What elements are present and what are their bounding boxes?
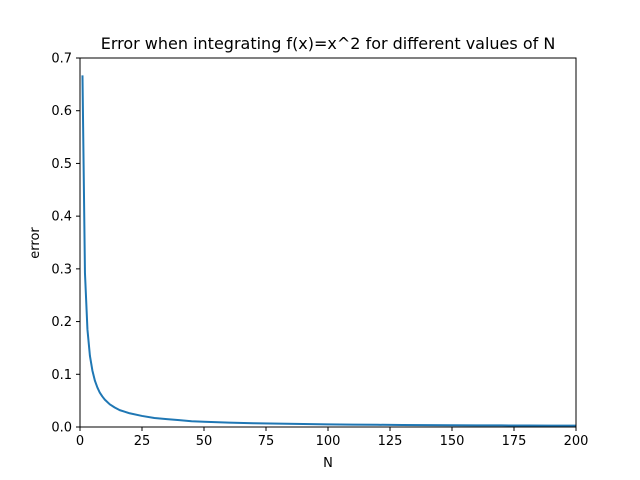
y-tick-label-7: 0.7 — [51, 52, 72, 67]
series-layer — [81, 75, 577, 427]
x-tick-label-1: 25 — [134, 434, 151, 449]
x-axis-label: N — [323, 456, 333, 471]
series-line-0 — [81, 75, 577, 427]
x-tick-label-6: 150 — [440, 434, 465, 449]
x-tick-label-0: 0 — [76, 434, 84, 449]
y-tick-label-2: 0.2 — [51, 315, 72, 330]
x-tick-label-3: 75 — [258, 434, 275, 449]
chart-title: Error when integrating f(x)=x^2 for diff… — [101, 34, 556, 53]
plot-frame — [79, 57, 577, 428]
x-tick-label-4: 100 — [316, 434, 341, 449]
y-axis-ticks: 0.0 0.1 0.2 0.3 0.4 0.5 0.6 0.7 — [51, 52, 80, 436]
x-tick-label-2: 50 — [196, 434, 213, 449]
y-tick-label-6: 0.6 — [51, 104, 72, 119]
y-tick-label-1: 0.1 — [51, 368, 72, 383]
y-axis-label: error — [28, 227, 43, 259]
x-tick-label-7: 175 — [502, 434, 527, 449]
y-tick-label-0: 0.0 — [51, 421, 72, 436]
x-axis-ticks: 0 25 50 75 100 125 150 175 200 — [76, 427, 589, 449]
y-tick-label-5: 0.5 — [51, 157, 72, 172]
y-tick-label-3: 0.3 — [51, 262, 72, 277]
x-tick-label-8: 200 — [564, 434, 589, 449]
y-tick-label-4: 0.4 — [51, 210, 72, 225]
x-tick-label-5: 125 — [378, 434, 403, 449]
